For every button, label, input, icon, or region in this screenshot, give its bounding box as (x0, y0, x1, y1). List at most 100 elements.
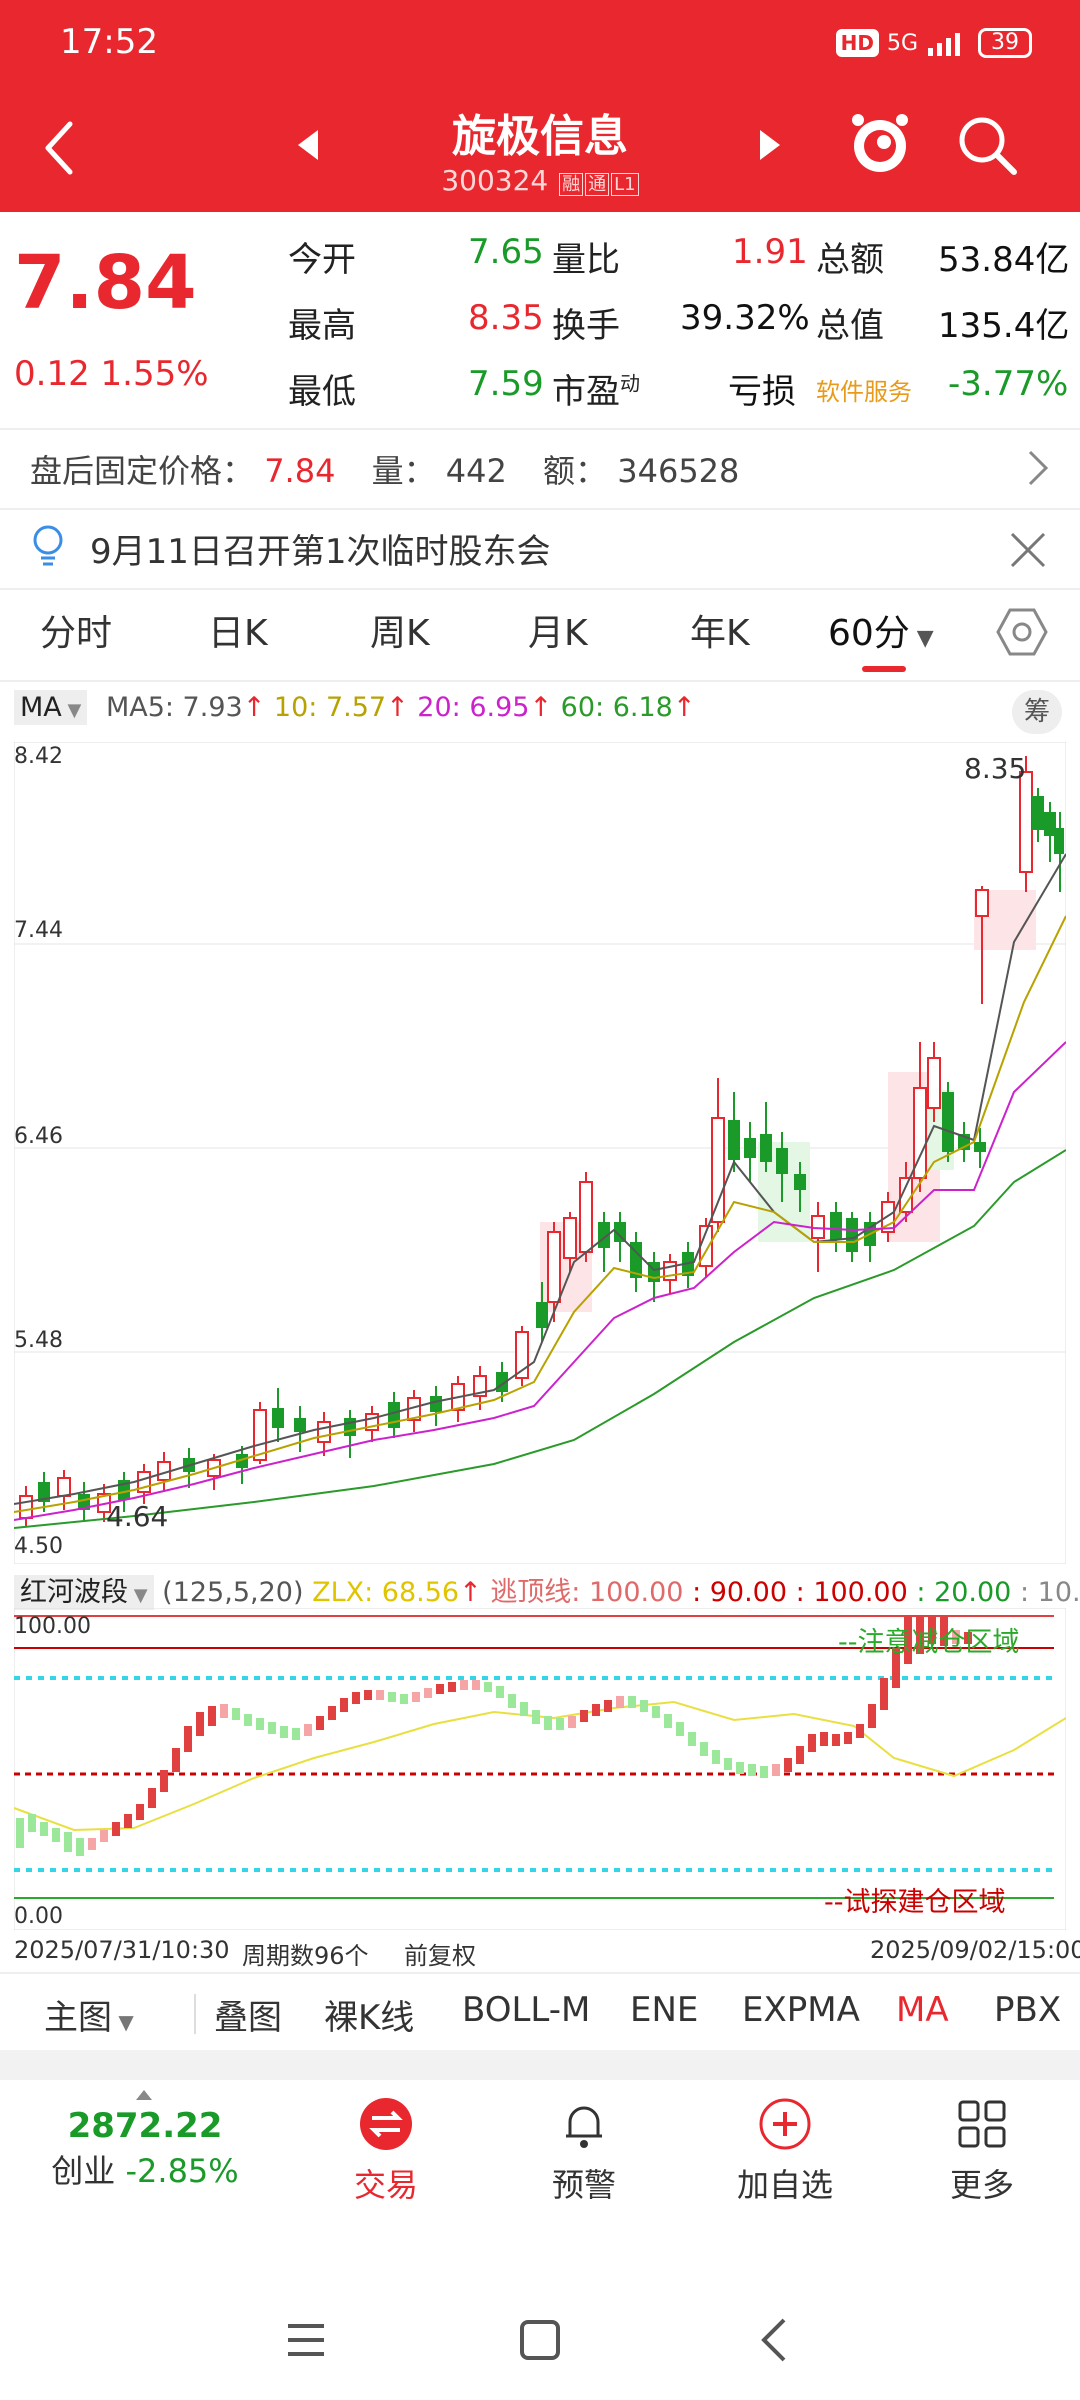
back-icon[interactable] (40, 118, 80, 178)
kline-chart[interactable] (14, 742, 1066, 1564)
bell-icon (566, 2106, 602, 2148)
chevron-right-icon[interactable] (1024, 448, 1052, 488)
low-label: 最低 (288, 372, 356, 412)
tab-monthly[interactable]: 月K (528, 613, 588, 654)
change-value: 0.12 (14, 354, 90, 394)
ind-label-bottom: 0.00 (14, 1904, 63, 1929)
trade-label: 交易 (353, 2166, 418, 2204)
line-100: : 100.00 (795, 1577, 908, 1608)
period-tabs: 分时 日K 周K 月K 年K 60分 ▼ (0, 604, 1080, 674)
nav-add-watch[interactable]: 加自选 (720, 2096, 850, 2206)
settings-icon[interactable] (996, 606, 1048, 658)
index-value: 2872.22 (67, 2106, 223, 2146)
header-bar: 17:52 HD 5G 39 旋极信息 300324 融通 L1 (0, 0, 1080, 212)
connect-tag: 通 (585, 173, 610, 196)
hd-icon: HD (835, 29, 879, 57)
amount-label: 总额 (816, 240, 884, 280)
indicator-name: 红河波段 (20, 1577, 128, 1608)
nav-alert[interactable]: 预警 (524, 2096, 644, 2206)
mascot-icon[interactable] (848, 108, 912, 178)
low-marker: 4.64 (106, 1500, 169, 1533)
search-icon[interactable] (956, 114, 1020, 178)
turnover-label: 换手 (552, 306, 620, 346)
nav-trade[interactable]: 交易 (326, 2096, 446, 2206)
tab-daily[interactable]: 日K (208, 613, 268, 654)
next-stock-icon[interactable] (758, 128, 782, 162)
after-hours-row[interactable]: 盘后固定价格： 7.84 量： 442 额： 346528 (30, 446, 739, 492)
chip-button[interactable]: 筹 (1012, 690, 1062, 734)
system-back-icon[interactable] (756, 2316, 792, 2364)
prev-stock-icon[interactable] (296, 128, 320, 162)
chart-mode-bar: 主图 ▼ 叠图 裸K线 BOLL-M ENE EXPMA MA PBX (0, 1984, 1080, 2054)
main-chart-dropdown-icon: ▼ (112, 2010, 134, 2034)
margin-tag: 融 (559, 173, 584, 196)
ma-selector[interactable]: MA ▼ (14, 690, 88, 725)
index-percent: -2.85% (125, 2152, 239, 2190)
menu-icon[interactable] (284, 2320, 328, 2360)
separator-band (0, 2050, 1080, 2080)
bulb-icon (33, 525, 63, 566)
mode-overlay[interactable]: 叠图 (214, 1998, 282, 2038)
y-label-3: 6.46 (14, 1124, 63, 1149)
sector-link[interactable]: 软件服务 (816, 378, 912, 406)
close-icon[interactable] (1008, 530, 1048, 570)
tab-yearly[interactable]: 年K (690, 613, 750, 654)
battery-icon: 39 (978, 28, 1032, 58)
tab-60min[interactable]: 60分 ▼ (828, 604, 934, 656)
indicator-params: (125,5,20) (162, 1577, 304, 1608)
notice-text[interactable]: 9月11日召开第1次临时股东会 (90, 532, 551, 572)
amount-value: 53.84亿 (938, 240, 1070, 280)
dropdown-icon: ▼ (909, 626, 934, 651)
add-circle-icon (759, 2098, 811, 2150)
mode-pbx[interactable]: PBX (994, 1990, 1062, 2030)
open-label: 今开 (288, 240, 356, 280)
caret-up-icon (136, 2090, 152, 2100)
alert-label: 预警 (551, 2166, 616, 2204)
more-label: 更多 (949, 2166, 1014, 2204)
index-widget[interactable]: 2872.22 创业 -2.85% (20, 2106, 270, 2192)
system-nav (0, 2300, 1080, 2380)
after-hours-amt-label: 额： (543, 452, 608, 490)
open-value: 7.65 (468, 232, 544, 272)
mode-ene[interactable]: ENE (630, 1990, 699, 2030)
ma10-label: 10: 7.57 (273, 692, 387, 723)
after-hours-vol-label: 量： (371, 452, 436, 490)
mode-expma[interactable]: EXPMA (742, 1990, 860, 2030)
after-hours-vol: 442 (445, 452, 507, 490)
current-price: 7.84 (14, 240, 197, 326)
line-10: : 10.00 (1019, 1577, 1080, 1608)
signal-icon (928, 33, 960, 56)
ma-selector-label: MA (20, 692, 62, 723)
y-label-top: 8.42 (14, 744, 63, 769)
escape-line: 逃顶线: 100.00 (490, 1577, 684, 1608)
network-label: 5G (886, 30, 918, 56)
indicator-chart[interactable] (14, 1608, 1066, 1930)
index-name: 创业 (51, 2152, 116, 2190)
ma60-label: 60: 6.18 (560, 692, 673, 723)
tab-60min-label: 60分 (828, 613, 910, 654)
zlx-arrow-icon: ↑ (459, 1577, 482, 1608)
bottom-nav: 2872.22 创业 -2.85% 交易 预警 加自选 更多 (0, 2090, 1080, 2236)
stock-code: 300324 (441, 164, 549, 197)
zlx-value: ZLX: 68.56 (312, 1577, 460, 1608)
mode-boll[interactable]: BOLL-M (462, 1990, 591, 2030)
mcap-value: 135.4亿 (938, 306, 1070, 346)
trade-icon (360, 2098, 412, 2150)
ma20-arrow-icon: ↑ (529, 692, 553, 723)
mode-ma[interactable]: MA (896, 1990, 949, 2030)
after-hours-price: 7.84 (264, 452, 336, 490)
mode-bare-k[interactable]: 裸K线 (324, 1998, 415, 2038)
main-chart-selector[interactable]: 主图 ▼ (44, 1990, 134, 2039)
ma10-arrow-icon: ↑ (386, 692, 409, 723)
after-hours-label: 盘后固定价格： (30, 452, 255, 490)
tab-weekly[interactable]: 周K (370, 613, 430, 654)
tab-indicator (862, 666, 906, 672)
indicator-selector[interactable]: 红河波段 ▼ (14, 1575, 154, 1610)
volume-ratio-label: 量比 (552, 240, 620, 280)
pe-sup: 动 (620, 371, 640, 396)
period-count: 周期数96个 (242, 1942, 369, 1970)
date-start: 2025/07/31/10:30 (14, 1936, 230, 1964)
home-icon[interactable] (518, 2318, 562, 2362)
tab-intraday[interactable]: 分时 (40, 613, 113, 654)
nav-more[interactable]: 更多 (922, 2096, 1042, 2206)
